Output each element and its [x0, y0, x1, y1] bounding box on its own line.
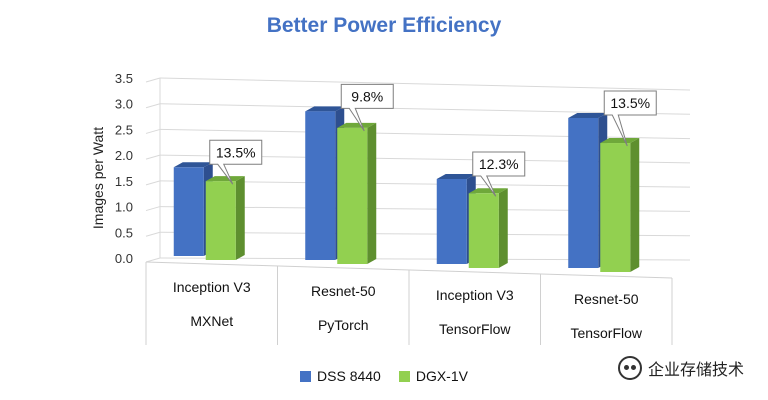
y-tick-label: 1.5 [115, 174, 133, 189]
bar-dss-8440 [568, 117, 599, 268]
bar-side [498, 188, 508, 268]
bar-top [305, 106, 345, 112]
legend-label-dss-8440: DSS 8440 [317, 368, 381, 384]
legend-item-dgx-1v: DGX-1V [398, 368, 468, 384]
bar-top [568, 112, 608, 118]
category-label-line1: Inception V3 [173, 279, 251, 295]
bar-top [600, 138, 640, 144]
bar-dss-8440 [305, 111, 336, 260]
category-labels: Inception V3 MXNet Resnet-50 PyTorch Incepti… [173, 279, 643, 341]
chart-title: Better Power Efficiency [266, 14, 502, 37]
callout-box [472, 151, 526, 197]
bar-side [367, 122, 377, 264]
gridline-side [145, 128, 161, 134]
legend: DSS 8440 DGX-1V [0, 368, 768, 384]
y-axis-label: Images per Watt [90, 127, 106, 229]
callouts: 13.5% 9.8% 12.3% 13.5% [209, 83, 657, 197]
y-tick-label: 2.0 [115, 148, 133, 163]
callout-label: 12.3% [479, 156, 519, 172]
category-label-line2: MXNet [190, 313, 233, 329]
bar-dss-8440 [173, 167, 204, 256]
watermark: 企业存储技术 [617, 356, 744, 380]
legend-swatch-dss-8440 [300, 370, 312, 382]
bar-top [468, 188, 508, 194]
y-tick-label: 0.0 [115, 251, 133, 266]
bar-top [173, 162, 213, 168]
legend-item-dss-8440: DSS 8440 [300, 368, 381, 384]
bar-dgx-1v [468, 193, 499, 268]
bar-dgx-1v [205, 181, 236, 260]
callout-label: 13.5% [610, 95, 650, 111]
axis: 0.0 0.5 1.0 1.5 2.0 2.5 3.0 3.5 [115, 71, 673, 345]
legend-swatch-dgx-1v [398, 370, 410, 382]
callout-box [603, 90, 657, 147]
gridline-side [145, 206, 161, 212]
watermark-text: 企业存储技术 [647, 362, 744, 379]
gridline [159, 103, 691, 115]
bar-side [235, 176, 245, 260]
gridline [159, 77, 691, 91]
category-label-line1: Resnet-50 [311, 283, 376, 299]
bar-side [630, 138, 640, 272]
gridline-side [145, 180, 161, 186]
category-label-line1: Inception V3 [436, 287, 514, 303]
bar-top [205, 176, 245, 182]
gridline-side [145, 257, 161, 263]
gridline [159, 128, 691, 140]
bar-dss-8440 [436, 178, 467, 264]
category-label-line2: PyTorch [318, 317, 369, 333]
category-label-line2: TensorFlow [570, 325, 642, 341]
y-tick-label: 3.0 [115, 97, 133, 112]
wechat-icon [617, 356, 642, 380]
legend-label-dgx-1v: DGX-1V [415, 368, 468, 384]
gridline-side [145, 103, 161, 109]
callout-box [209, 139, 263, 185]
y-tick-label: 0.5 [115, 225, 133, 240]
category-label-line2: TensorFlow [439, 321, 511, 337]
y-tick-label: 1.0 [115, 200, 133, 215]
callout-label: 9.8% [351, 88, 383, 104]
y-tick-label: 2.5 [115, 122, 133, 137]
bar-top [436, 173, 476, 179]
callout-box [340, 83, 394, 132]
y-tick-label: 3.5 [115, 71, 133, 86]
category-label-line1: Resnet-50 [574, 291, 639, 307]
bars [173, 106, 640, 272]
gridline-side [145, 154, 161, 160]
gridline-side [145, 231, 161, 237]
gridline-side [145, 77, 161, 83]
bar-dgx-1v [337, 127, 368, 264]
bar-top [337, 122, 377, 128]
bar-dgx-1v [600, 143, 631, 272]
callout-label: 13.5% [216, 144, 256, 160]
